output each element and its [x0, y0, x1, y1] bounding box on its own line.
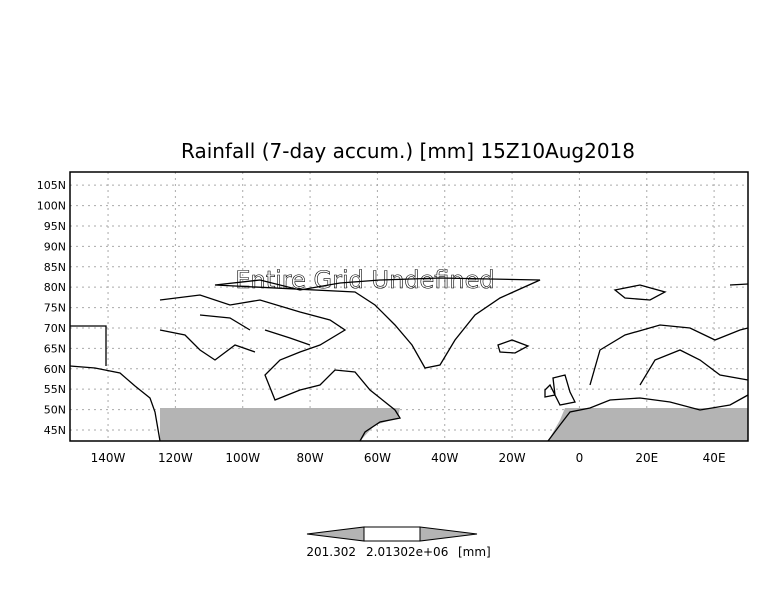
longitude-labels: 140W 120W 100W 80W 60W 40W 20W 0 20E 40E	[91, 451, 726, 465]
lon-tick-label: 120W	[158, 451, 193, 465]
colorbar: 201.302 2.01302e+06 [mm]	[306, 526, 491, 559]
coast-canada	[159, 294, 402, 442]
coast-greenland	[214, 277, 541, 369]
lat-tick-label: 60N	[44, 363, 66, 376]
gridlines	[70, 172, 748, 441]
colorbar-label-min: 201.302	[306, 545, 356, 559]
undefined-grid-message: Entire Grid Undefined	[235, 266, 494, 294]
lat-tick-label: 95N	[44, 220, 66, 233]
map-frame	[69, 171, 749, 442]
lon-tick-label: 20E	[635, 451, 658, 465]
lon-tick-label: 80W	[296, 451, 323, 465]
map-title: Rainfall (7-day accum.) [mm] 15Z10Aug201…	[181, 139, 635, 163]
lat-tick-label: 105N	[37, 179, 66, 192]
lat-tick-label: 55N	[44, 383, 66, 396]
coast-british-isles	[544, 374, 576, 406]
undefined-shade-europe	[548, 408, 748, 441]
lat-tick-label: 65N	[44, 342, 66, 355]
lon-tick-label: 20W	[499, 451, 526, 465]
coast-iceland	[497, 339, 530, 354]
lat-tick-label: 70N	[44, 322, 66, 335]
coast-europe	[547, 324, 749, 442]
lat-tick-label: 100N	[37, 200, 66, 213]
colorbar-label-max: 2.01302e+06	[366, 545, 448, 559]
lat-tick-label: 85N	[44, 261, 66, 274]
lon-tick-label: 100W	[225, 451, 260, 465]
latitude-labels: 105N 100N 95N 90N 85N 80N 75N 70N 65N 60N 55N 50N 45…	[37, 179, 66, 437]
colorbar-high-triangle	[419, 526, 478, 542]
lon-tick-label: 60W	[364, 451, 391, 465]
coast-svalbard	[613, 283, 749, 301]
colorbar-box	[363, 526, 421, 542]
lat-tick-label: 90N	[44, 240, 66, 253]
colorbar-unit: [mm]	[458, 545, 491, 559]
coast-arctic-islands	[159, 314, 311, 361]
colorbar-low-triangle	[306, 526, 365, 542]
lon-tick-label: 140W	[91, 451, 126, 465]
coastlines	[69, 277, 749, 442]
coast-alaska	[69, 325, 161, 442]
lon-tick-label: 40W	[431, 451, 458, 465]
lon-tick-label: 0	[576, 451, 584, 465]
land-shading	[160, 408, 748, 441]
lon-tick-label: 40E	[703, 451, 726, 465]
lat-tick-label: 75N	[44, 302, 66, 315]
lat-tick-label: 50N	[44, 404, 66, 417]
lat-tick-label: 45N	[44, 424, 66, 437]
lat-tick-label: 80N	[44, 281, 66, 294]
undefined-shade-north-america	[160, 408, 400, 441]
